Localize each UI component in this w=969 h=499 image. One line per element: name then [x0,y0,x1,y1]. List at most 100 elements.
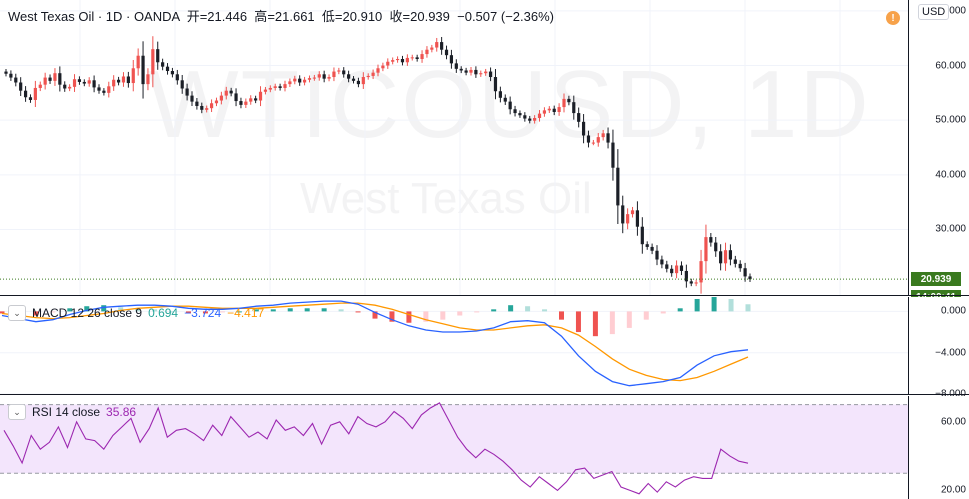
candle-body [572,102,576,114]
rsi-title: RSI 14 close [32,405,101,419]
candle-body [180,80,184,89]
close-value: =20.939 [402,9,450,24]
macd-histogram-bar [186,311,191,314]
macd-histogram-bar [626,311,632,328]
symbol-legend[interactable]: West Texas Oil · 1D · OANDA 开=21.446 高=2… [8,6,554,25]
macd-line [1,300,749,387]
macd-histogram-bar [321,308,327,312]
macd-legend[interactable]: ⌄ MACD 12 26 close 9 0.694 −3.724 −4.417 [8,305,264,321]
last-price-badge: 20.939 [911,272,961,287]
macd-pane[interactable]: ⌄ MACD 12 26 close 9 0.694 −3.724 −4.417 [0,297,908,394]
open-value: =21.446 [199,9,248,24]
candle-body [684,270,688,282]
price-tick-label: 40.000 [935,169,966,181]
candle-body [156,49,160,63]
chevron-down-icon[interactable]: ⌄ [8,404,26,420]
candle-body [459,68,463,71]
candle-body [381,65,385,69]
candle-body [126,76,130,84]
candle-body [694,282,698,284]
macd-histogram-bar [304,308,310,312]
candle-body [581,121,586,136]
low-label: 低 [321,9,335,24]
chevron-down-icon[interactable]: ⌄ [8,305,26,321]
candle-body [361,77,365,85]
candle-body [415,57,419,59]
macd-tick-label: 0.000 [940,305,966,317]
candle-body [14,77,18,83]
macd-histogram-bar [575,311,581,333]
candle-body [205,108,209,110]
candle-body [596,137,600,143]
macd-signal-line [1,302,749,382]
currency-button[interactable]: USD [918,4,950,20]
macd-histogram-bar [474,311,480,313]
candle-body [258,91,263,101]
rsi-legend[interactable]: ⌄ RSI 14 close 35.86 [8,404,136,420]
candle-body [170,71,175,75]
candle-body [567,98,571,103]
candle-body [165,66,170,72]
macd-histogram-bar [559,311,564,320]
candle-body [4,71,8,74]
macd-histogram-bar [491,309,497,312]
macd-axis[interactable]: 0.000−4.000−8.000 [908,297,969,400]
pane-separator[interactable] [0,295,969,296]
candle-body [307,78,312,80]
candle-body [131,68,135,84]
candle-body [479,73,483,75]
candle-body [112,79,116,87]
macd-histogram-bar [338,309,344,312]
candle-body [342,70,346,75]
macd-histogram-bar [135,308,141,312]
macd-histogram-bar [711,297,717,312]
price-tick-label: 60.000 [935,60,966,72]
candle-body [273,86,277,88]
candle-body [58,73,62,85]
candle-body [738,263,742,269]
candle-body [435,42,439,48]
candle-body [239,101,243,105]
macd-histogram-bar [406,311,412,323]
candle-body [376,68,380,73]
candle-body [214,100,219,104]
price-chart-svg[interactable] [0,0,908,295]
candle-body [38,84,42,88]
candle-body [440,42,444,50]
symbol-title[interactable]: West Texas Oil · 1D · OANDA [8,9,180,24]
candle-body [689,281,693,284]
open-label: 开 [186,9,200,24]
candle-body [493,77,498,92]
price-chart-pane[interactable]: WTICOUSD, 1D West Texas Oil West Texas O… [0,0,908,295]
candle-body [185,88,189,96]
macd-histogram-bar [84,306,90,312]
candle-body [709,237,713,243]
rsi-axis[interactable]: 60.00 20.00 [908,396,969,499]
candle-body [640,226,644,245]
rsi-chart-svg[interactable] [0,396,908,499]
candle-body [234,93,238,102]
price-tick-label: 70.000 [935,5,966,17]
candle-body [469,69,473,73]
rsi-pane[interactable]: ⌄ RSI 14 close 35.86 [0,396,908,499]
candle-body [386,61,390,66]
warning-icon[interactable]: ! [886,11,900,25]
macd-histogram-bar [169,311,175,313]
macd-chart-svg[interactable] [0,297,908,394]
macd-histogram-bar [525,306,531,312]
macd-histogram-bar [542,309,548,312]
candle-body [591,142,595,144]
candle-body [322,74,326,79]
candle-body [425,49,429,55]
candle-body [283,84,287,88]
macd-histogram-bar [219,311,225,313]
macd-histogram-bar [67,308,73,312]
price-axis[interactable]: 70.000 60.000 50.000 40.000 30.000 [908,0,969,295]
candle-body [116,79,121,83]
candle-body [268,87,272,90]
candle-body [503,97,507,102]
pane-separator[interactable] [0,394,969,395]
candle-body [454,63,458,69]
candle-body [645,244,649,247]
candle-body [601,133,605,138]
